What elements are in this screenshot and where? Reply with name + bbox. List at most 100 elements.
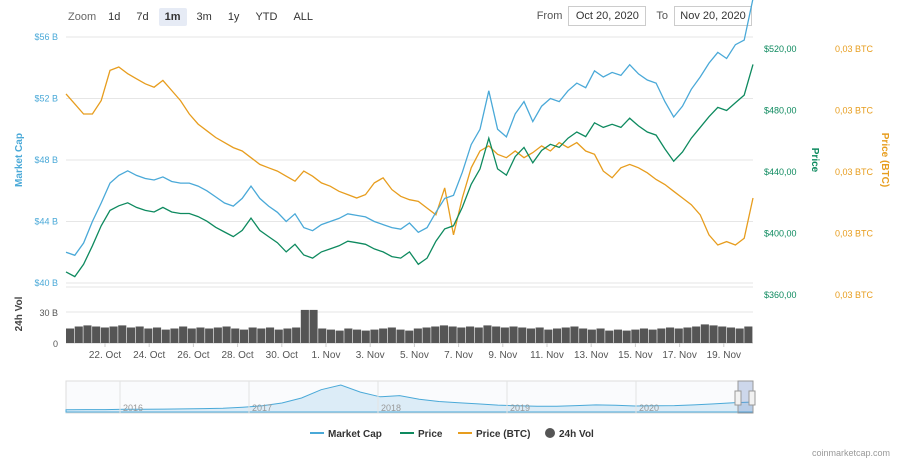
price-tick-label: $520,00	[764, 44, 797, 54]
volume-bar	[248, 327, 257, 343]
volume-bar	[466, 326, 475, 343]
x-tick-label: 11. Nov	[530, 350, 564, 361]
market-cap-tick-label: $40 B	[34, 278, 58, 288]
market-cap-line	[65, 0, 754, 257]
price-btc-tick-label: 0,03 BTC	[835, 44, 874, 54]
volume-bar	[387, 327, 396, 343]
volume-bar	[500, 327, 509, 343]
navigator-tick-label: 2016	[123, 403, 143, 413]
volume-bar	[457, 327, 466, 343]
volume-bar	[666, 327, 675, 343]
volume-bar	[126, 327, 135, 343]
x-tick-label: 19. Nov	[707, 350, 741, 361]
volume-bar	[692, 326, 701, 343]
navigator-tick-label: 2017	[252, 403, 272, 413]
volume-bar	[553, 328, 562, 343]
navigator-handle-right	[748, 390, 756, 406]
volume-bar	[570, 326, 579, 343]
to-label: To	[656, 10, 668, 22]
navigator-tick-label: 2018	[381, 403, 401, 413]
price-tick-label: $480,00	[764, 106, 797, 116]
price-btc-tick-label: 0,03 BTC	[835, 290, 874, 300]
volume-bar	[326, 329, 335, 343]
volume-bar	[544, 329, 553, 343]
volume-bar	[561, 327, 570, 343]
volume-bar	[361, 330, 370, 343]
volume-bar	[92, 326, 101, 343]
price-tick-label: $440,00	[764, 167, 797, 177]
volume-bar	[474, 327, 483, 343]
volume-bar	[274, 329, 283, 343]
zoom-ytd-button[interactable]: YTD	[249, 8, 284, 26]
market-cap-tick-label: $56 B	[34, 32, 58, 42]
axis-labels: 22. Oct 24. Oct 26. Oct 28. Oct 30. Oct 1. No…	[14, 32, 890, 361]
zoom-1y-button[interactable]: 1y	[221, 8, 246, 26]
volume-bar	[153, 327, 162, 343]
market-cap-tick-label: $48 B	[34, 155, 58, 165]
price-btc-tick-label: 0,03 BTC	[835, 106, 874, 116]
volume-bar	[83, 325, 92, 343]
zoom-1d-button[interactable]: 1d	[102, 8, 127, 26]
volume-bar	[187, 328, 196, 343]
volume-bar	[66, 328, 75, 343]
from-date-input[interactable]	[568, 6, 647, 26]
volume-bar	[718, 326, 727, 343]
to-date-input[interactable]	[674, 6, 752, 26]
volume-bar	[74, 326, 83, 343]
volume-bar	[579, 328, 588, 343]
volume-bar	[483, 325, 492, 343]
volume-bar	[726, 327, 735, 343]
volume-bar	[596, 328, 605, 343]
navigator[interactable]: 2016 2017 2018 2019 2020	[65, 380, 756, 414]
zoom-3m-button[interactable]: 3m	[190, 8, 218, 26]
x-tick-label: 26. Oct	[177, 350, 209, 361]
volume-bar	[266, 327, 275, 343]
volume-bar	[344, 328, 353, 343]
legend-label: 24h Vol	[559, 429, 594, 440]
volume-bar	[631, 329, 640, 343]
volume-bar	[100, 327, 109, 343]
volume-bar	[213, 327, 222, 343]
volume-bar	[118, 325, 127, 343]
volume-bar	[431, 326, 440, 343]
volume-bar	[648, 329, 657, 343]
price-btc-line	[65, 66, 754, 246]
price-btc-tick-label: 0,03 BTC	[835, 167, 874, 177]
navigator-handle-left	[734, 390, 742, 406]
volume-bar	[109, 326, 118, 343]
price-tick-label: $360,00	[764, 290, 797, 300]
volume-tick-label: 30 B	[39, 308, 58, 318]
zoom-7d-button[interactable]: 7d	[130, 8, 155, 26]
legend-dot	[545, 428, 555, 438]
zoom-label: Zoom	[68, 11, 97, 23]
navigator-tick-label: 2019	[510, 403, 530, 413]
volume-bar	[205, 328, 214, 343]
x-tick-label: 3. Nov	[356, 350, 385, 361]
date-range: From To	[531, 6, 752, 26]
volume-bar	[318, 328, 327, 343]
volume-bar	[239, 329, 248, 343]
volume-bar	[526, 328, 535, 343]
x-tick-label: 9. Nov	[488, 350, 517, 361]
volume-bar	[492, 326, 501, 343]
volume-bars	[66, 309, 753, 343]
volume-bar	[396, 329, 405, 343]
navigator-tick-label: 2020	[639, 403, 659, 413]
watermark: coinmarketcap.com	[811, 448, 890, 458]
market-cap-axis-title: Market Cap	[14, 133, 25, 187]
volume-bar	[309, 309, 318, 343]
legend-label: Price	[418, 429, 443, 440]
volume-bar	[535, 327, 544, 343]
legend-label: Market Cap	[328, 429, 382, 440]
zoom-1m-button[interactable]: 1m	[158, 8, 187, 26]
volume-bar	[735, 328, 744, 343]
volume-bar	[170, 328, 179, 343]
volume-bar	[196, 327, 205, 343]
zoom-all-button[interactable]: ALL	[287, 8, 320, 26]
volume-bar	[161, 329, 170, 343]
volume-bar	[300, 309, 309, 343]
volume-bar	[509, 326, 518, 343]
volume-bar	[179, 326, 188, 343]
volume-axis-title: 24h Vol	[14, 296, 25, 331]
